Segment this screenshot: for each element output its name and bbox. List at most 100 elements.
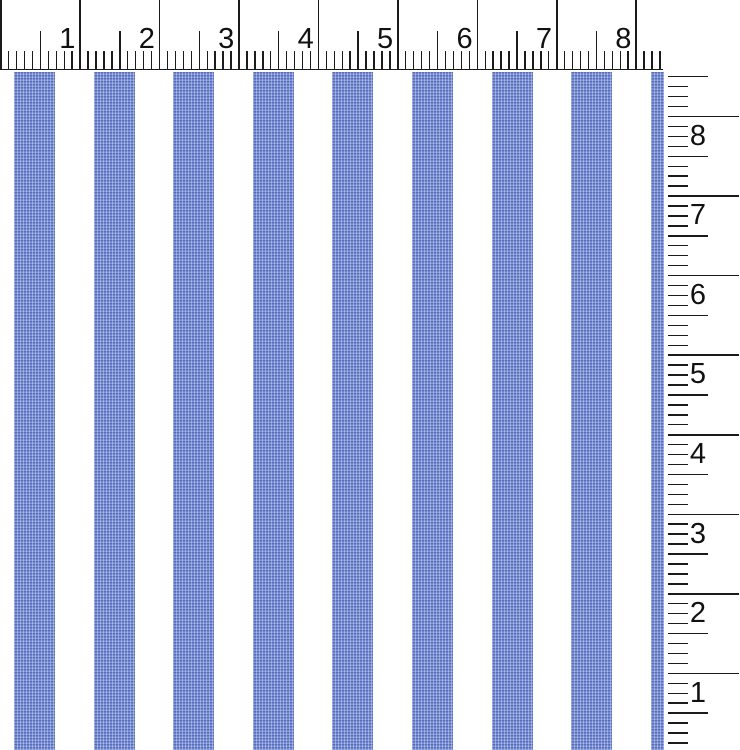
- minor-tick: [668, 523, 688, 525]
- inch-tick: [668, 434, 739, 436]
- minor-tick: [182, 51, 185, 69]
- minor-tick: [668, 165, 688, 167]
- minor-tick: [668, 612, 688, 615]
- ruler-number: 7: [689, 199, 707, 232]
- minor-tick: [668, 573, 688, 575]
- ruler-number: 8: [689, 119, 707, 152]
- minor-tick: [668, 304, 688, 307]
- minor-tick: [668, 443, 688, 446]
- ruler-number: 3: [689, 517, 707, 550]
- minor-tick: [270, 51, 272, 69]
- minor-tick: [668, 603, 688, 605]
- half-inch-tick: [668, 76, 708, 78]
- minor-tick: [341, 51, 343, 69]
- minor-tick: [627, 51, 629, 69]
- vertical-ruler: 8 7 6 5 4 3 2 1: [664, 0, 740, 750]
- minor-tick: [500, 51, 502, 69]
- half-inch-tick: [119, 31, 121, 69]
- inch-tick: [476, 0, 479, 69]
- stripe: [412, 72, 453, 750]
- minor-tick: [668, 622, 688, 625]
- minor-tick: [668, 95, 688, 98]
- minor-tick: [285, 51, 288, 69]
- ruler-number: 6: [689, 278, 707, 311]
- minor-tick: [468, 51, 471, 69]
- minor-tick: [420, 51, 423, 69]
- minor-tick: [668, 175, 688, 177]
- minor-tick: [309, 51, 312, 69]
- minor-tick: [668, 324, 688, 326]
- minor-tick: [668, 563, 688, 565]
- stripe: [332, 72, 374, 750]
- half-inch-tick: [668, 632, 708, 635]
- minor-tick: [668, 264, 688, 267]
- minor-tick: [668, 225, 688, 227]
- minor-tick: [668, 463, 688, 466]
- minor-tick: [548, 51, 550, 69]
- minor-tick: [668, 453, 688, 456]
- minor-tick: [668, 583, 688, 585]
- half-inch-tick: [668, 712, 708, 714]
- minor-tick: [405, 51, 407, 69]
- minor-tick: [349, 51, 351, 69]
- minor-tick: [103, 51, 105, 69]
- minor-tick: [668, 702, 688, 704]
- minor-tick: [524, 51, 526, 69]
- minor-tick: [659, 51, 661, 69]
- minor-tick: [301, 51, 304, 69]
- minor-tick: [579, 51, 582, 69]
- minor-tick: [668, 722, 688, 724]
- minor-tick: [174, 51, 177, 69]
- inch-tick: [0, 0, 2, 69]
- minor-tick: [492, 51, 494, 69]
- stripe: [173, 72, 215, 750]
- minor-tick: [668, 662, 688, 665]
- minor-tick: [190, 51, 193, 69]
- inch-tick: [668, 672, 739, 675]
- minor-tick: [668, 135, 688, 138]
- minor-tick: [611, 51, 613, 69]
- inch-tick: [668, 115, 739, 118]
- fabric-pattern-swatch: [14, 72, 664, 750]
- inch-tick: [668, 354, 739, 357]
- minor-tick: [668, 642, 688, 645]
- stripe: [252, 72, 294, 750]
- minor-tick: [23, 51, 26, 69]
- minor-tick: [668, 533, 688, 535]
- minor-tick: [333, 51, 335, 69]
- minor-tick: [540, 51, 542, 69]
- minor-tick: [428, 51, 431, 69]
- half-inch-tick: [436, 31, 439, 69]
- half-inch-tick: [39, 31, 42, 69]
- minor-tick: [668, 682, 688, 684]
- stripe: [571, 72, 613, 750]
- inch-tick: [317, 0, 320, 69]
- ruler-number: 4: [297, 23, 314, 55]
- minor-tick: [7, 51, 10, 69]
- ruler-number: 1: [59, 23, 76, 55]
- minor-tick: [668, 384, 688, 386]
- minor-tick: [668, 334, 688, 336]
- ruler-number: 8: [615, 23, 632, 55]
- minor-tick: [571, 51, 574, 69]
- minor-tick: [668, 85, 688, 88]
- minor-tick: [668, 105, 688, 108]
- minor-tick: [668, 215, 688, 217]
- minor-tick: [389, 51, 391, 69]
- minor-tick: [668, 414, 688, 416]
- minor-tick: [651, 51, 653, 69]
- ruler-number: 4: [689, 438, 707, 470]
- minor-tick: [668, 742, 688, 744]
- minor-tick: [668, 543, 688, 545]
- minor-tick: [166, 51, 169, 69]
- minor-tick: [413, 51, 415, 69]
- minor-tick: [365, 51, 367, 69]
- half-inch-tick: [668, 553, 708, 555]
- minor-tick: [230, 51, 232, 69]
- half-inch-tick: [668, 473, 708, 476]
- minor-tick: [668, 205, 688, 207]
- minor-tick: [150, 51, 153, 69]
- minor-tick: [214, 51, 216, 69]
- half-inch-tick: [357, 31, 359, 69]
- minor-tick: [668, 732, 688, 734]
